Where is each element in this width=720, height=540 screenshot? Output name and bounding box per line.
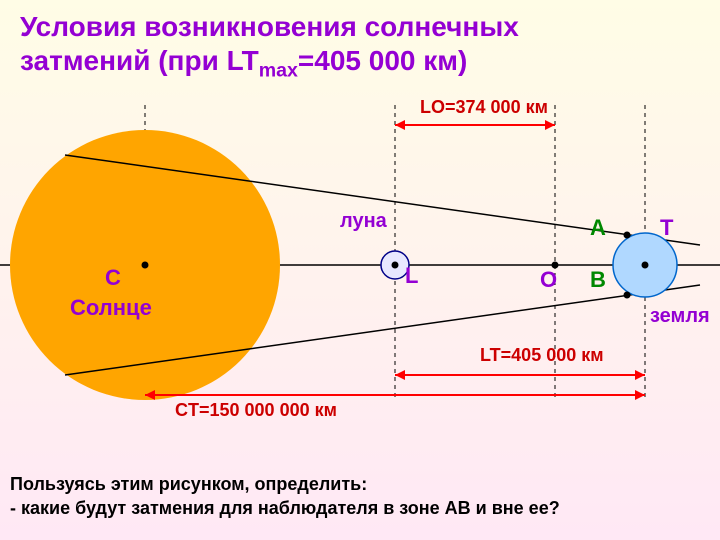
title-line1: Условия возникновения солнечных [20, 11, 519, 42]
label-lo-distance: LO=374 000 км [420, 97, 548, 118]
label-lt-distance: LT=405 000 км [480, 345, 604, 366]
task-text: Пользуясь этим рисунком, определить: - к… [10, 473, 710, 520]
slide-title: Условия возникновения солнечных затмений… [20, 10, 700, 83]
title-line2-prefix: затмений (при LT [20, 45, 259, 76]
label-earth: земля [650, 305, 710, 328]
label-a-point: A [590, 215, 606, 241]
label-moon: луна [340, 210, 387, 233]
label-l-point: L [405, 263, 418, 289]
label-b-point: B [590, 267, 606, 293]
label-o-point: O [540, 267, 557, 293]
title-line2-suffix: =405 000 км) [298, 45, 467, 76]
label-sun: Солнце [70, 295, 152, 321]
label-t-point: T [660, 215, 673, 241]
title-line2-sub: max [259, 59, 298, 81]
bottom-line2: - какие будут затмения для наблюдателя в… [10, 498, 560, 518]
label-c-point: C [105, 265, 121, 291]
bottom-line1: Пользуясь этим рисунком, определить: [10, 474, 367, 494]
label-ct-distance: CT=150 000 000 км [175, 400, 337, 421]
